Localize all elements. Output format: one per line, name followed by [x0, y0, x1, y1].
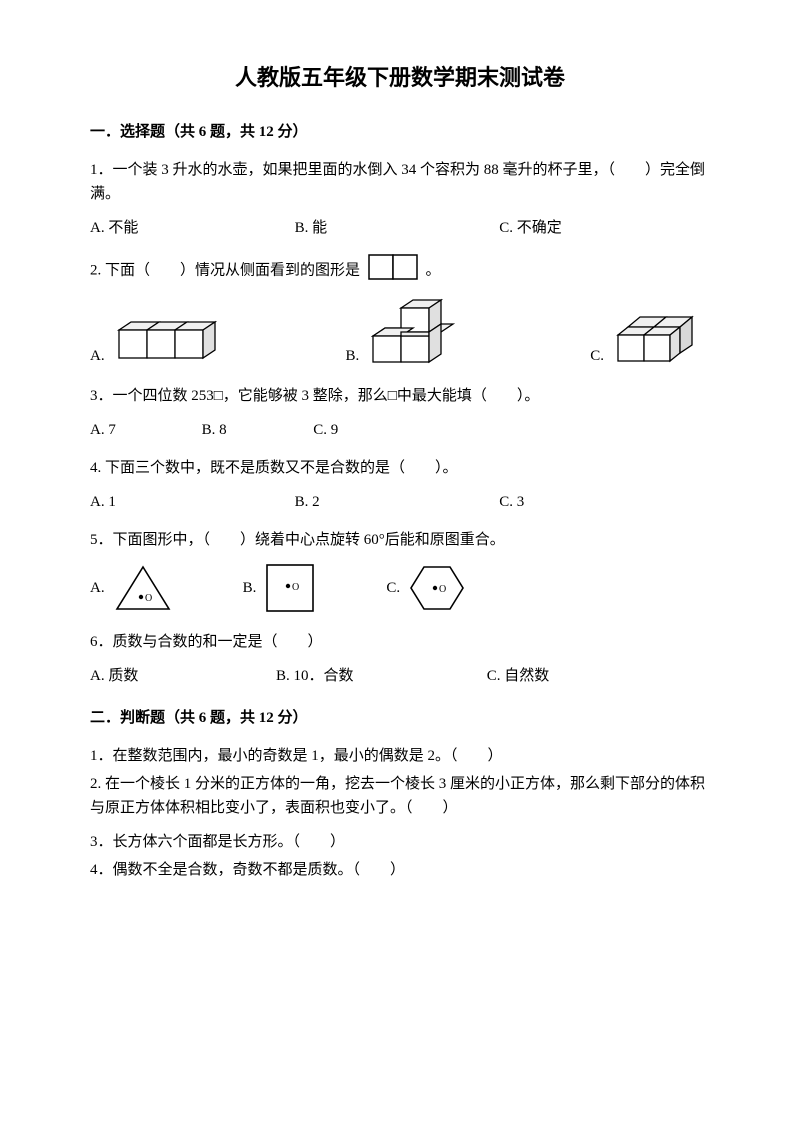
q2-text: 2. 下面（ ）情况从侧面看到的图形是 。 [90, 254, 710, 288]
q6-text: 6．质数与合数的和一定是（ ） [90, 630, 710, 654]
q6-option-b: B. 10．合数 [276, 664, 487, 688]
q5-option-b: B. O [243, 562, 317, 614]
q4-option-c: C. 3 [499, 490, 704, 514]
q1-text: 1．一个装 3 升水的水壶，如果把里面的水倒入 34 个容积为 88 毫升的杯子… [90, 158, 710, 206]
q2-label-a: A. [90, 344, 105, 368]
hexagon-icon: O [408, 563, 466, 613]
question-6: 6．质数与合数的和一定是（ ） A. 质数 B. 10．合数 C. 自然数 [90, 630, 710, 688]
svg-text:O: O [292, 582, 299, 593]
q2-option-a: A. [90, 318, 221, 368]
q2-label-c: C. [590, 344, 604, 368]
q6-option-a: A. 质数 [90, 664, 276, 688]
q2-option-c: C. [590, 313, 710, 368]
q5-option-c: C. O [386, 563, 466, 613]
q1-option-b: B. 能 [295, 216, 500, 240]
svg-text:O: O [439, 584, 446, 595]
section1-header: 一．选择题（共 6 题，共 12 分） [90, 120, 710, 144]
q5-label-a: A. [90, 576, 105, 600]
q2-label-b: B. [346, 344, 360, 368]
cubes-a-icon [111, 318, 221, 368]
q3-text: 3．一个四位数 253□，它能够被 3 整除，那么□中最大能填（ ）。 [90, 384, 710, 408]
q5-label-b: B. [243, 576, 257, 600]
q3-option-a: A. 7 [90, 418, 202, 442]
section2-header: 二．判断题（共 6 题，共 12 分） [90, 706, 710, 730]
q5-text: 5．下面图形中，（ ）绕着中心点旋转 60°后能和原图重合。 [90, 528, 710, 552]
q4-option-b: B. 2 [295, 490, 500, 514]
q3-option-b: B. 8 [202, 418, 314, 442]
q4-option-a: A. 1 [90, 490, 295, 514]
page-title: 人教版五年级下册数学期末测试卷 [90, 60, 710, 95]
question-3: 3．一个四位数 253□，它能够被 3 整除，那么□中最大能填（ ）。 A. 7… [90, 384, 710, 442]
q1-option-c: C. 不确定 [499, 216, 704, 240]
square-icon: O [264, 562, 316, 614]
question-5: 5．下面图形中，（ ）绕着中心点旋转 60°后能和原图重合。 A. O B. O… [90, 528, 710, 614]
q5-option-a: A. O [90, 563, 173, 613]
cubes-c-icon [610, 313, 710, 368]
q5-label-c: C. [386, 576, 400, 600]
question-2: 2. 下面（ ）情况从侧面看到的图形是 。 A. [90, 254, 710, 368]
judgement-list: 1．在整数范围内，最小的奇数是 1，最小的偶数是 2。（ ） 2. 在一个棱长 … [90, 744, 710, 882]
q2-text-post: 。 [426, 263, 441, 279]
judge-q4: 4．偶数不全是合数，奇数不都是质数。（ ） [90, 858, 710, 882]
two-square-icon [368, 254, 418, 288]
q3-option-c: C. 9 [313, 418, 425, 442]
question-4: 4. 下面三个数中，既不是质数又不是合数的是（ ）。 A. 1 B. 2 C. … [90, 456, 710, 514]
triangle-icon: O [113, 563, 173, 613]
svg-text:O: O [145, 593, 152, 604]
q1-option-a: A. 不能 [90, 216, 295, 240]
question-1: 1．一个装 3 升水的水壶，如果把里面的水倒入 34 个容积为 88 毫升的杯子… [90, 158, 710, 240]
q2-option-b: B. [346, 298, 466, 368]
judge-q1: 1．在整数范围内，最小的奇数是 1，最小的偶数是 2。（ ） [90, 744, 710, 768]
q6-option-c: C. 自然数 [487, 664, 673, 688]
cubes-b-icon [365, 298, 465, 368]
q4-text: 4. 下面三个数中，既不是质数又不是合数的是（ ）。 [90, 456, 710, 480]
judge-q2: 2. 在一个棱长 1 分米的正方体的一角，挖去一个棱长 3 厘米的小正方体，那么… [90, 772, 710, 820]
judge-q3: 3．长方体六个面都是长方形。（ ） [90, 830, 710, 854]
q2-text-pre: 2. 下面（ ）情况从侧面看到的图形是 [90, 263, 360, 279]
